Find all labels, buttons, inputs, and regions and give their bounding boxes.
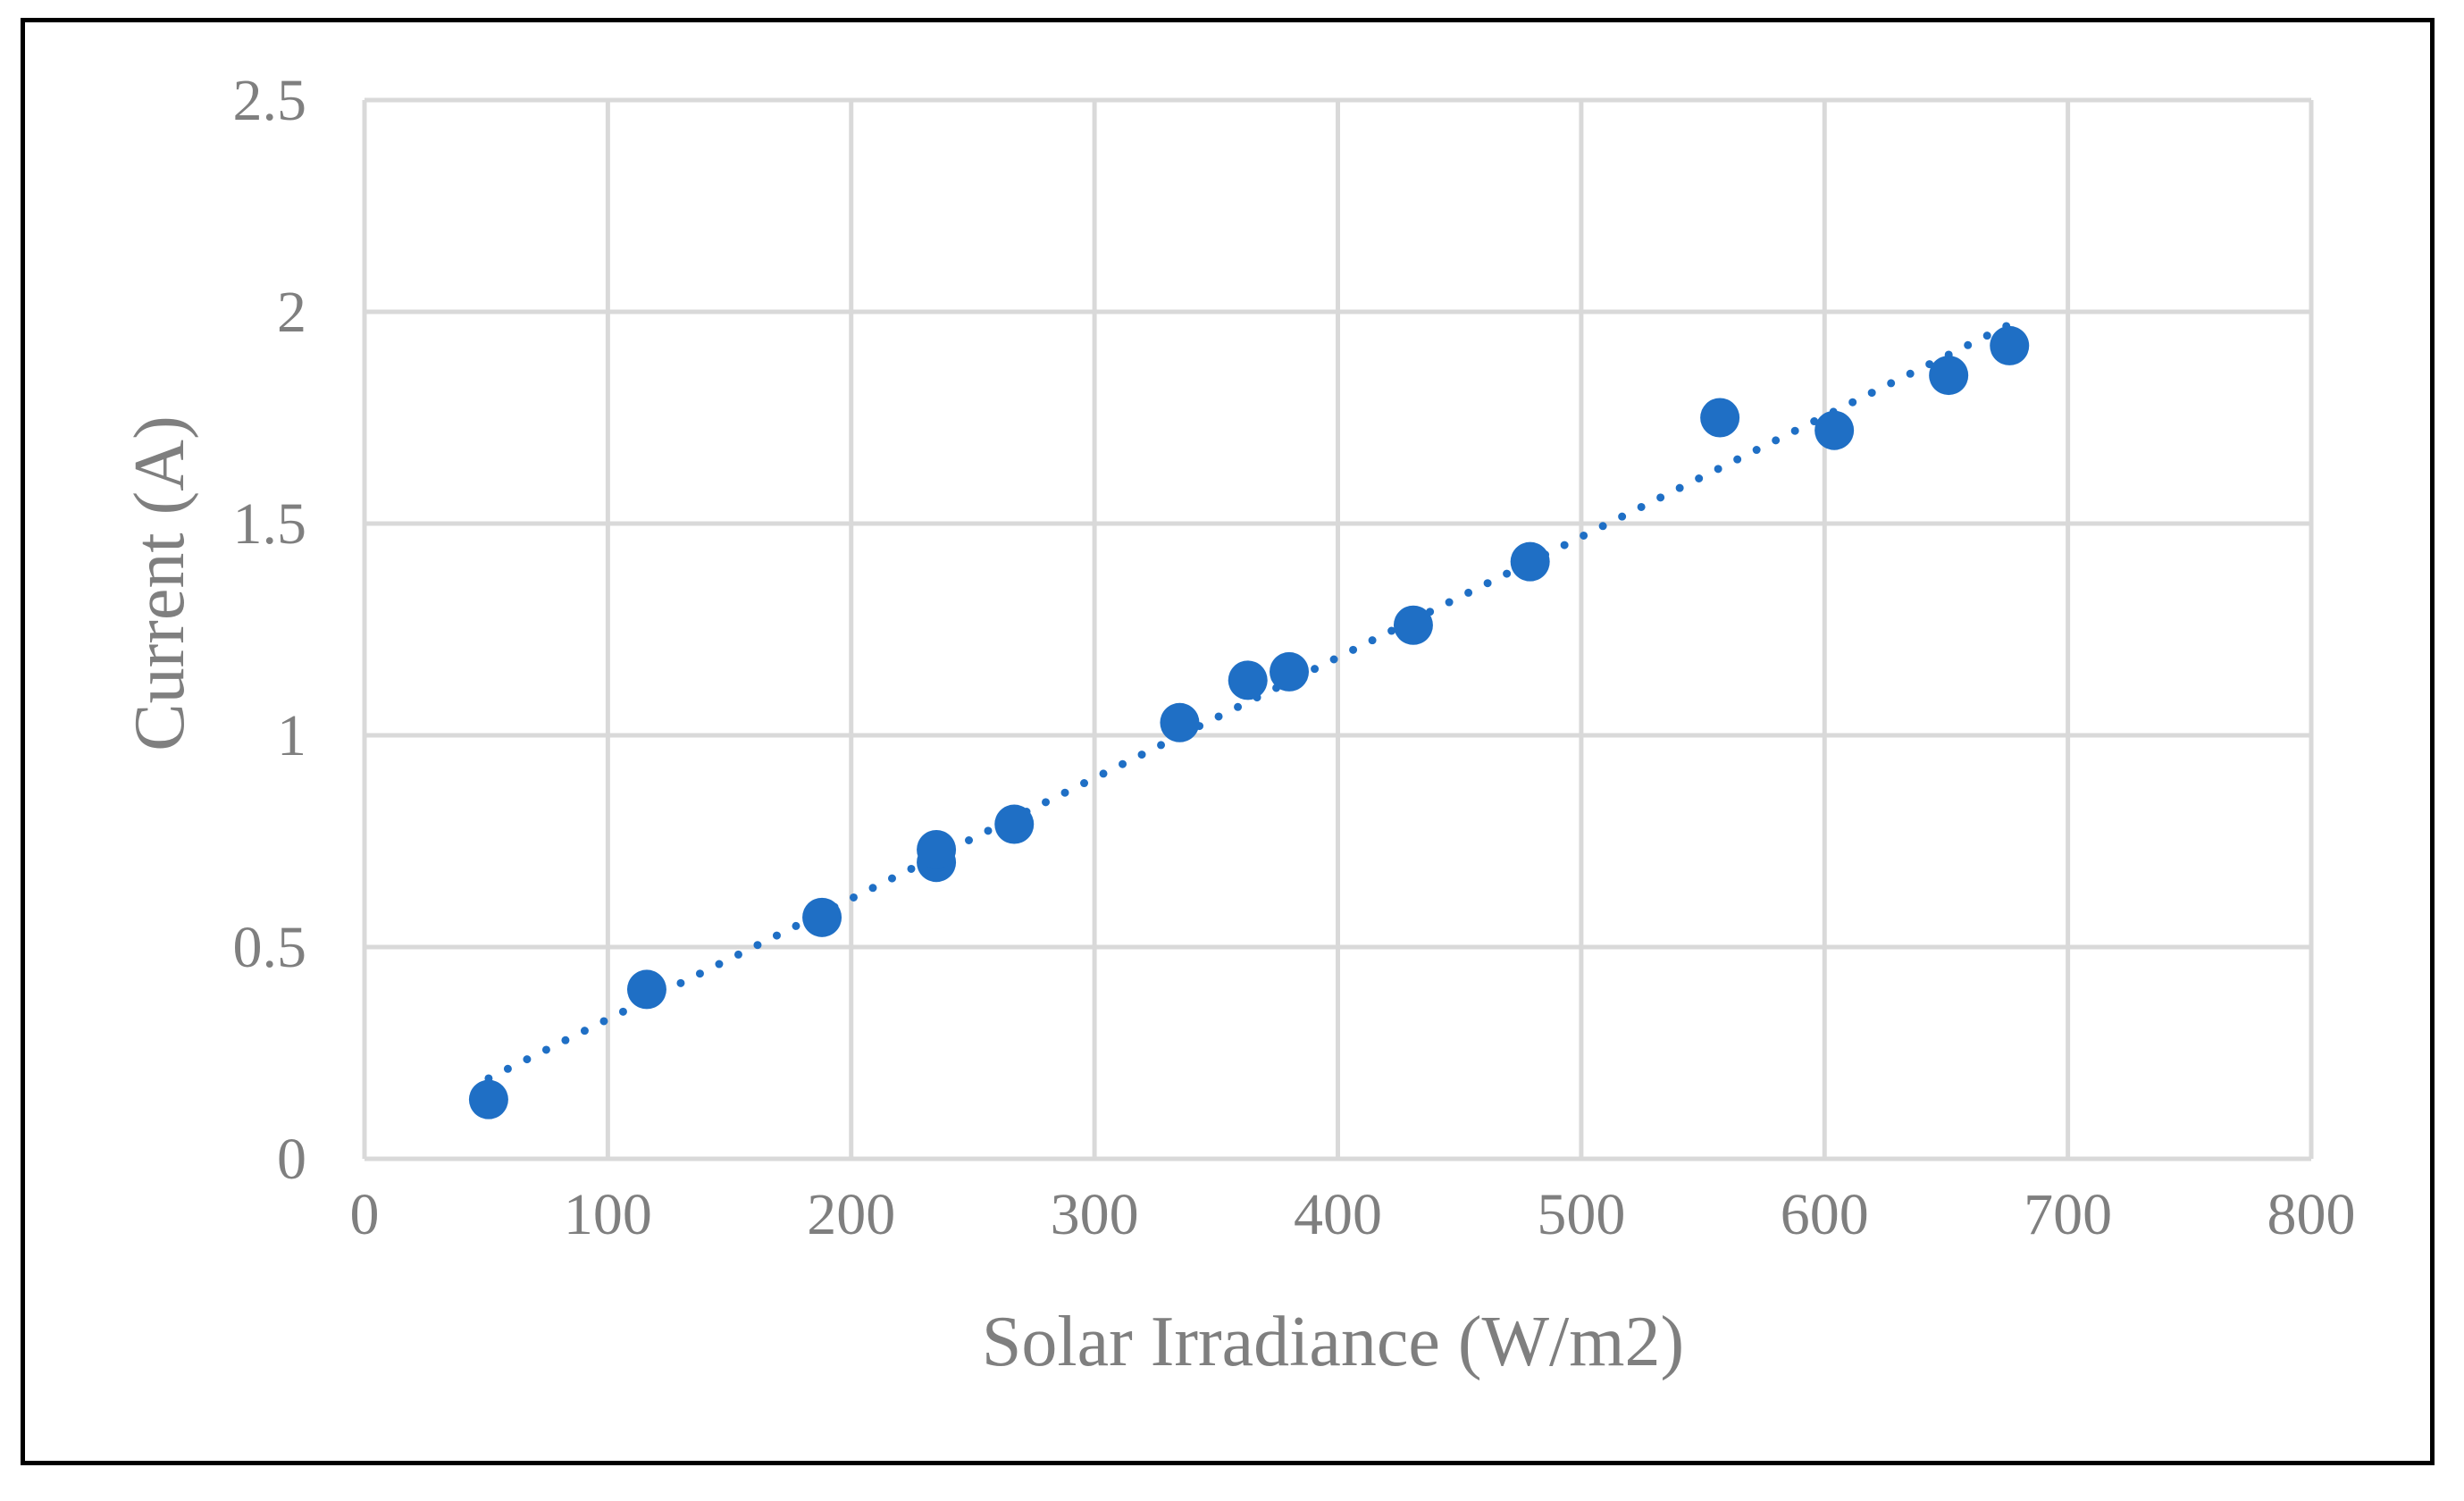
y-tick-labels: 0 0.5 1 1.5 2 2.5 <box>233 68 307 1192</box>
x-tick-label: 600 <box>1781 1182 1869 1247</box>
x-tick-label: 200 <box>807 1182 895 1247</box>
x-tick-label: 0 <box>350 1182 380 1247</box>
data-point <box>1990 325 2030 365</box>
grid <box>362 97 2314 1161</box>
x-tick-label: 100 <box>564 1182 652 1247</box>
data-point <box>1929 356 1969 396</box>
chart-frame <box>21 18 2435 1465</box>
y-tick-label: 1 <box>277 703 306 768</box>
data-point <box>468 1079 508 1119</box>
y-tick-label: 1.5 <box>233 491 307 557</box>
x-tick-labels: 0 100 200 300 400 500 600 700 800 <box>350 1182 2356 1247</box>
y-tick-label: 2 <box>277 280 306 345</box>
data-point <box>802 897 842 937</box>
data-point <box>1270 651 1310 692</box>
data-point <box>1393 605 1433 645</box>
x-axis-title: Solar Irradiance (W/m2) <box>982 1303 1684 1381</box>
y-axis-title: Current (A) <box>121 415 199 750</box>
data-point <box>1228 660 1268 700</box>
trendline <box>484 320 2014 1083</box>
data-point <box>1510 541 1550 582</box>
trendline-group <box>484 320 2014 1083</box>
data-point <box>626 969 666 1010</box>
x-tick-label: 800 <box>2267 1182 2356 1247</box>
data-point <box>917 829 957 869</box>
x-tick-label: 300 <box>1051 1182 1139 1247</box>
x-tick-label: 500 <box>1537 1182 1625 1247</box>
y-tick-label: 0.5 <box>233 915 307 980</box>
data-point <box>1814 410 1855 450</box>
data-points <box>468 325 2030 1119</box>
y-tick-label: 0 <box>277 1127 306 1192</box>
data-point <box>994 804 1035 844</box>
x-tick-label: 400 <box>1294 1182 1382 1247</box>
data-point <box>1160 702 1200 742</box>
y-tick-label: 2.5 <box>233 68 307 133</box>
x-tick-label: 700 <box>2024 1182 2112 1247</box>
data-point <box>1700 398 1740 438</box>
